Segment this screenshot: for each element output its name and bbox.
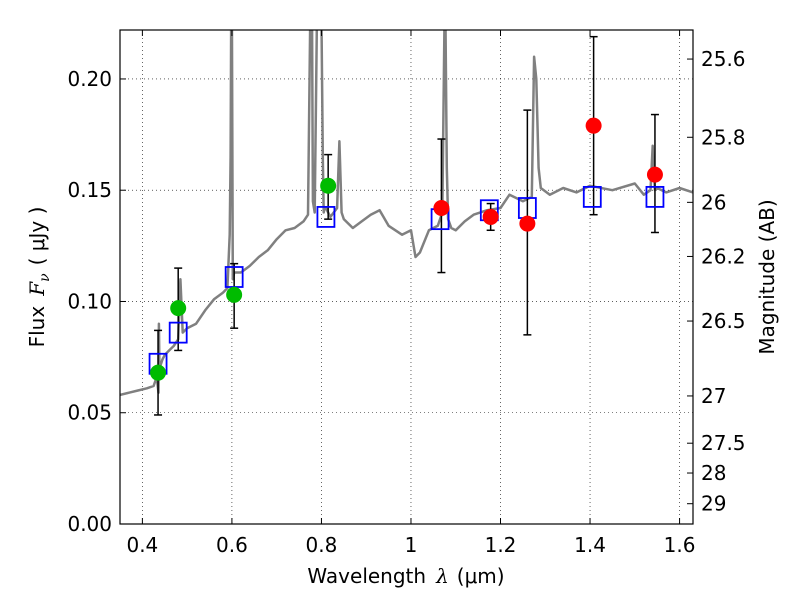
y-axis-label: Flux Fν ( μJy ) [25,207,53,348]
right-tick-label: 26.2 [701,244,746,268]
observed-infrared-point [646,166,663,183]
x-axis-label-symbol: λ [435,564,449,588]
observed-infrared-point [519,215,536,232]
y-tick-label: 0.10 [67,289,112,313]
y-tick-label: 0.15 [67,178,112,202]
model-photometry-point [582,185,602,208]
right-tick-label: 27.5 [701,431,746,455]
right-tick-label: 26 [701,190,726,214]
model-photometry-point [645,185,665,208]
y-axis-label-symbol: F [25,281,49,297]
x-tick-label: 1.2 [485,533,517,557]
x-tick-label: 0.6 [216,533,248,557]
plot-background [120,30,693,524]
x-tick-label: 1.4 [574,533,606,557]
x-tick-label: 0.4 [126,533,158,557]
right-tick-label: 27 [701,384,726,408]
right-tick-label: 28 [701,461,726,485]
y-axis-right: 25.6 25.8 26 26.2 26.5 27 27.5 28 29 [687,47,746,516]
x-axis-label: Wavelength λ (μm) [307,564,504,588]
right-tick-label: 29 [701,492,726,516]
right-axis-label: Magnitude (AB) [755,199,779,354]
x-axis-label-text: Wavelength [307,564,426,588]
spectrum-line [120,30,693,397]
x-tick-label: 0.8 [306,533,338,557]
observed-optical-point [170,300,187,317]
y-tick-label: 0.05 [67,401,112,425]
observed-infrared-point [482,208,499,225]
observed-optical-point [226,286,243,303]
y-axis-left: 0.00 0.05 0.10 0.15 0.20 [67,67,126,536]
y-tick-label: 0.00 [67,512,112,536]
y-tick-label: 0.20 [67,67,112,91]
observed-optical-point [320,177,337,194]
model-photometry-point [168,321,188,344]
observed-optical-point [150,364,167,381]
x-axis: 0.4 0.6 0.8 1 1.2 1.4 1.6 [126,30,695,557]
model-photometry-point [316,206,336,228]
y-axis-label-text: Flux [25,306,49,348]
observed-infrared-point [585,117,602,134]
x-tick-label: 1.6 [664,533,696,557]
right-tick-label: 25.8 [701,125,746,149]
observed-infrared-point [433,200,450,217]
x-tick-label: 1 [405,533,418,557]
plot-frame [119,29,694,525]
x-axis-label-unit: (μm) [457,564,505,588]
y-axis-label-unit: ( μJy ) [25,207,49,266]
template-spectrum [120,30,693,397]
right-tick-label: 25.6 [701,47,746,71]
right-tick-label: 26.5 [701,309,746,333]
data-markers [148,117,665,381]
y-axis-label-subscript: ν [37,273,53,282]
